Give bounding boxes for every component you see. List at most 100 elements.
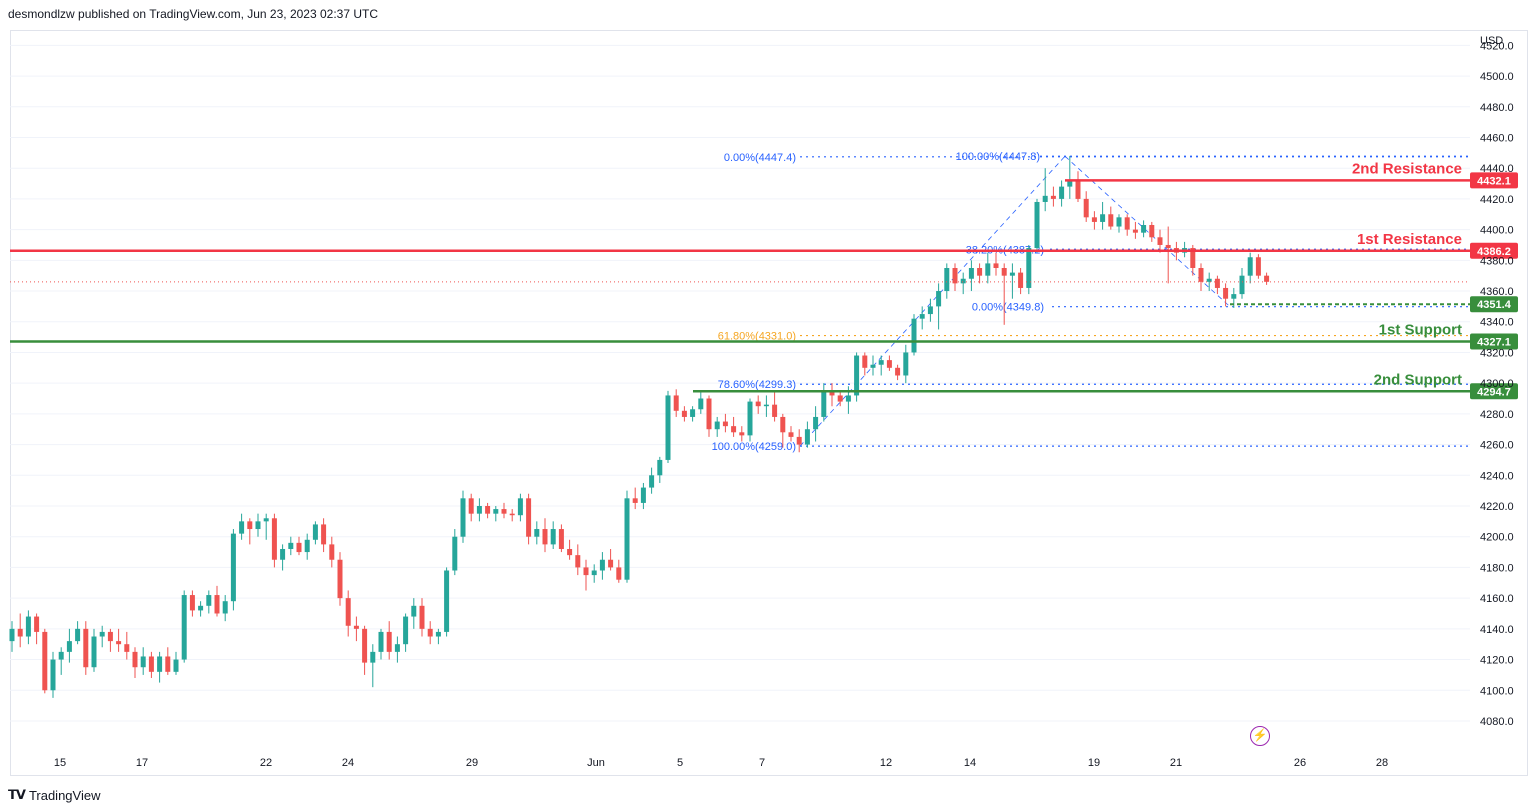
candle-body (312, 524, 318, 540)
candle-body (936, 291, 942, 307)
candle-body (567, 548, 573, 556)
candle-body (821, 390, 827, 417)
y-tick-label: 4100.0 (1480, 685, 1514, 697)
fib-level-label: 100.00%(4259.0) (712, 441, 796, 453)
flash-icon[interactable]: ⚡ (1250, 726, 1270, 746)
candle-body (181, 595, 187, 660)
x-tick-label: 17 (136, 757, 148, 769)
candle-body (608, 559, 614, 568)
candle-body (993, 263, 999, 268)
candle-body (1157, 237, 1163, 245)
candle-body (739, 432, 745, 436)
candle-body (722, 421, 728, 427)
candle-body (534, 529, 540, 537)
candle-body (591, 570, 597, 576)
candle-body (1141, 225, 1147, 233)
y-tick-label: 4480.0 (1480, 102, 1514, 114)
candle-body (157, 656, 163, 672)
candle-body (1206, 278, 1212, 282)
candle-body (321, 524, 327, 545)
x-tick-label: 28 (1376, 757, 1388, 769)
x-tick-label: 24 (342, 757, 354, 769)
chart-frame (10, 30, 1528, 776)
candle-body (99, 631, 105, 637)
candle-body (501, 509, 507, 514)
publish-info: desmondlzw published on TradingView.com,… (8, 7, 379, 21)
candle-body (517, 498, 523, 516)
candle-body (1108, 214, 1114, 227)
candle-body (796, 436, 802, 445)
candle-body (66, 641, 72, 652)
candle-body (50, 659, 56, 691)
candle-body (1034, 201, 1040, 249)
candle-body (116, 641, 122, 645)
y-tick-label: 4420.0 (1480, 194, 1514, 206)
price-level-value: 4294.7 (1477, 386, 1511, 398)
x-tick-label: 14 (964, 757, 976, 769)
fib-trend-line (799, 155, 1066, 447)
candle-body (575, 555, 581, 568)
candle-body (468, 498, 474, 514)
candle-body (903, 352, 909, 376)
candle-body (878, 360, 884, 365)
x-tick-label: 19 (1088, 757, 1100, 769)
x-tick-label: 7 (759, 757, 765, 769)
fib-trend-line (1064, 155, 1231, 307)
candle-body (845, 395, 851, 402)
candle-body (419, 605, 425, 629)
x-tick-label: 21 (1170, 757, 1182, 769)
candle-body (247, 521, 253, 530)
candle-body (968, 268, 974, 279)
candle-body (9, 628, 15, 642)
x-tick-label: 26 (1294, 757, 1306, 769)
candle-body (665, 395, 671, 460)
candle-body (263, 518, 269, 522)
candle-body (1018, 272, 1024, 288)
candle-body (886, 360, 892, 368)
price-level-tag: 4294.7 (1470, 383, 1518, 400)
footer-brand[interactable]: 𝗧𝗩 TradingView (8, 787, 100, 803)
candle-body (1100, 214, 1106, 222)
x-tick-label: 29 (466, 757, 478, 769)
currency-label: USD (1480, 35, 1503, 47)
candle-body (558, 529, 564, 549)
candle-body (140, 656, 146, 668)
candle-body (378, 631, 384, 652)
candle-body (714, 421, 720, 430)
candle-body (895, 367, 901, 376)
candle-body (1083, 198, 1089, 218)
y-tick-label: 4380.0 (1480, 255, 1514, 267)
candle-body (731, 426, 737, 433)
price-level-value: 4386.2 (1477, 246, 1511, 258)
candle-body (854, 355, 860, 396)
candle-body (1075, 180, 1081, 199)
candle-body (337, 559, 343, 599)
candle-body (1091, 217, 1097, 222)
candle-body (1198, 268, 1204, 282)
candle-body (755, 401, 761, 407)
candle-body (862, 355, 868, 368)
candle-body (394, 644, 400, 652)
candle-body (280, 548, 286, 560)
y-tick-label: 4340.0 (1480, 317, 1514, 329)
price-level-title: 1st Resistance (1357, 231, 1462, 248)
candle-body (509, 513, 515, 516)
candle-body (681, 410, 687, 417)
candle-body (919, 314, 925, 319)
candle-body (616, 567, 622, 580)
candle-body (1255, 257, 1261, 276)
fib-level-label: 0.00%(4349.8) (972, 302, 1044, 314)
candle-body (837, 395, 843, 402)
candle-body (1124, 217, 1130, 230)
price-level-value: 4351.4 (1477, 299, 1512, 311)
fib-level-label: 61.80%(4331.0) (718, 331, 796, 343)
candle-body (1247, 257, 1253, 276)
candle-body (772, 404, 778, 417)
price-level-value: 4432.1 (1477, 175, 1511, 187)
candle-body (649, 475, 655, 488)
candle-body (206, 595, 212, 606)
price-level-tag: 4327.1 (1470, 333, 1518, 350)
candle-body (214, 595, 220, 614)
y-tick-label: 4240.0 (1480, 470, 1514, 482)
